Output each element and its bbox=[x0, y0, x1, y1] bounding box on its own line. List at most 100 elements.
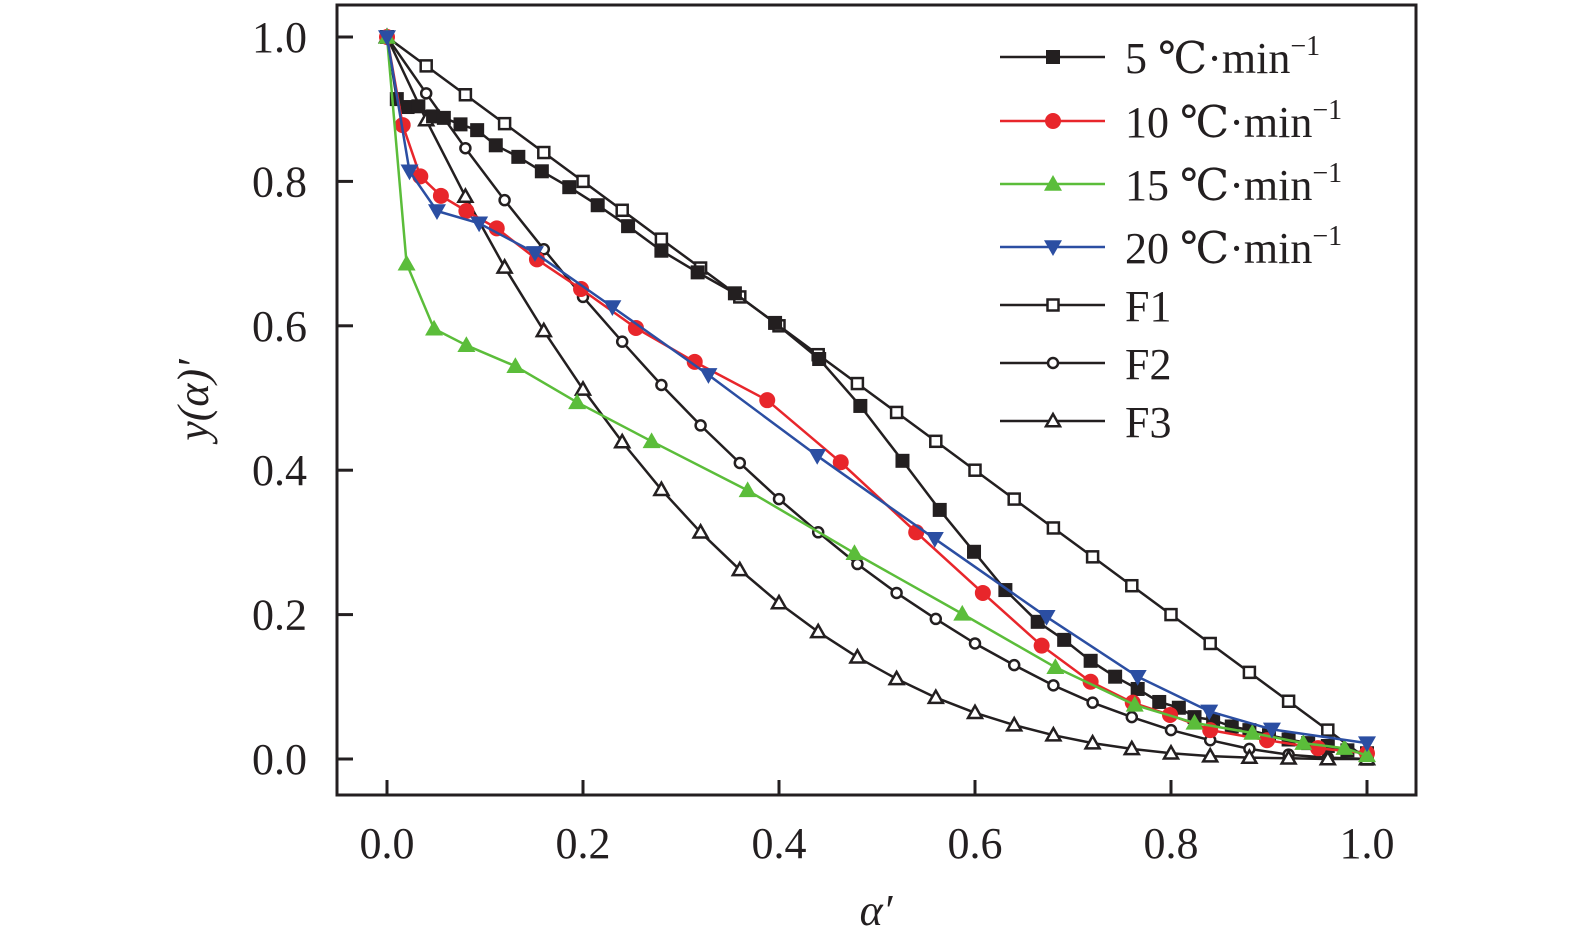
data-point bbox=[965, 703, 985, 720]
data-point bbox=[537, 145, 551, 160]
series-15-min bbox=[378, 28, 1376, 763]
legend-label: 15 ℃·min−1 bbox=[1125, 158, 1342, 210]
data-point bbox=[654, 232, 669, 246]
data-point bbox=[534, 164, 549, 179]
data-point bbox=[727, 286, 742, 301]
y-tick-label: 1.0 bbox=[252, 13, 307, 62]
series-f2 bbox=[380, 30, 1374, 766]
data-point bbox=[590, 198, 605, 213]
data-point bbox=[1243, 724, 1262, 740]
y-tick-label: 0.8 bbox=[252, 157, 307, 206]
data-point bbox=[895, 453, 910, 468]
legend-label-superscript: −1 bbox=[1312, 221, 1342, 252]
data-point bbox=[1057, 632, 1072, 647]
legend-label: 10 ℃·min−1 bbox=[1125, 95, 1342, 147]
data-point bbox=[425, 319, 444, 336]
data-point bbox=[1033, 637, 1050, 654]
data-point bbox=[1046, 521, 1061, 535]
data-point bbox=[1335, 739, 1354, 755]
data-point bbox=[655, 378, 668, 392]
x-tick-label: 0.8 bbox=[1144, 819, 1199, 868]
data-point bbox=[573, 379, 593, 396]
data-point bbox=[890, 586, 903, 600]
data-point bbox=[968, 637, 982, 650]
data-point bbox=[1128, 669, 1147, 686]
series-line bbox=[385, 36, 1368, 761]
data-point bbox=[1185, 713, 1204, 730]
data-point bbox=[1083, 653, 1098, 668]
data-point bbox=[808, 449, 827, 465]
data-point bbox=[603, 300, 622, 317]
legend-label: F2 bbox=[1125, 340, 1171, 389]
data-point bbox=[511, 149, 526, 164]
data-point bbox=[769, 593, 789, 610]
data-point bbox=[436, 110, 451, 125]
data-point bbox=[1122, 739, 1141, 756]
plot-frame bbox=[335, 3, 1418, 797]
legend: 5 ℃·min−110 ℃·min−115 ℃·min−120 ℃·min−1F… bbox=[1000, 31, 1342, 447]
data-point bbox=[456, 187, 475, 204]
data-point bbox=[488, 220, 505, 237]
data-point bbox=[400, 100, 415, 115]
data-point bbox=[690, 265, 705, 280]
data-point bbox=[419, 59, 433, 73]
y-tick-label: 0.2 bbox=[252, 591, 307, 640]
data-point bbox=[694, 419, 707, 432]
data-point bbox=[1108, 669, 1123, 684]
legend-label: 5 ℃·min−1 bbox=[1125, 31, 1320, 83]
data-point bbox=[953, 604, 972, 621]
data-point bbox=[534, 321, 553, 338]
data-point bbox=[470, 216, 489, 233]
legend-label-main: 10 ℃·min bbox=[1125, 98, 1312, 147]
data-point bbox=[733, 456, 747, 470]
data-point bbox=[1037, 610, 1056, 626]
data-point bbox=[470, 123, 485, 138]
y-tick-label: 0.6 bbox=[252, 302, 307, 351]
legend-label-superscript: −1 bbox=[1312, 95, 1342, 126]
series-20-min bbox=[378, 30, 1376, 753]
data-point bbox=[654, 243, 669, 258]
legend-marker bbox=[1044, 240, 1062, 256]
legend-marker bbox=[1046, 298, 1060, 312]
axis-ticks: 0.0 0.2 0.4 0.6 0.8 1.0 0.0 0.2 0.4 0.6 0.8 1.0 bbox=[252, 13, 1395, 868]
data-point bbox=[691, 522, 710, 539]
x-tick-label: 0.0 bbox=[360, 819, 415, 868]
legend-marker bbox=[1044, 175, 1062, 191]
data-point bbox=[652, 480, 671, 497]
data-point bbox=[1007, 492, 1021, 506]
data-point bbox=[926, 688, 945, 705]
legend-marker bbox=[1045, 113, 1061, 129]
data-point bbox=[809, 622, 828, 639]
data-point bbox=[562, 180, 577, 195]
legend-item: F2 bbox=[1000, 340, 1171, 389]
data-point bbox=[699, 368, 718, 384]
data-point bbox=[426, 109, 441, 124]
data-point bbox=[1203, 636, 1217, 651]
data-point bbox=[1030, 614, 1045, 629]
data-point bbox=[768, 315, 783, 330]
data-point bbox=[1201, 746, 1220, 763]
legend-label: 20 ℃·min−1 bbox=[1125, 221, 1342, 273]
data-point bbox=[525, 246, 544, 262]
data-point bbox=[772, 492, 786, 506]
legend-item: F3 bbox=[1000, 398, 1171, 447]
data-point bbox=[1294, 734, 1313, 750]
data-point bbox=[378, 30, 396, 46]
data-point bbox=[458, 203, 475, 220]
data-point bbox=[427, 204, 446, 221]
y-tick-label: 0.4 bbox=[252, 446, 307, 495]
x-tick-label: 1.0 bbox=[1340, 819, 1395, 868]
data-point bbox=[845, 544, 864, 560]
legend-item: 15 ℃·min−1 bbox=[1000, 158, 1342, 210]
series-layer bbox=[377, 27, 1377, 766]
legend-item: 5 ℃·min−1 bbox=[1000, 31, 1320, 83]
data-point bbox=[889, 405, 904, 420]
y-tick-label: 0.0 bbox=[252, 735, 307, 784]
legend-label: F1 bbox=[1125, 282, 1171, 331]
data-point bbox=[1125, 710, 1139, 724]
data-point bbox=[1085, 550, 1100, 564]
data-point bbox=[615, 203, 629, 218]
data-point bbox=[615, 335, 629, 348]
data-point bbox=[1240, 748, 1259, 765]
data-point bbox=[613, 432, 632, 449]
